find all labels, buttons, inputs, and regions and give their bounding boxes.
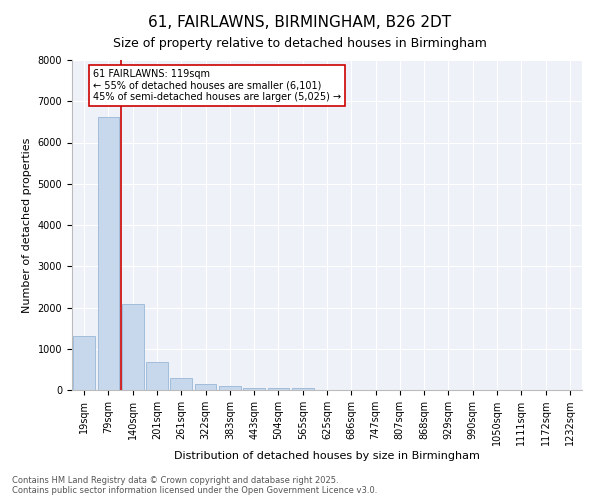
- Text: Contains HM Land Registry data © Crown copyright and database right 2025.
Contai: Contains HM Land Registry data © Crown c…: [12, 476, 377, 495]
- Bar: [73, 336, 95, 390]
- Text: 61 FAIRLAWNS: 119sqm
← 55% of detached houses are smaller (6,101)
45% of semi-de: 61 FAIRLAWNS: 119sqm ← 55% of detached h…: [92, 69, 341, 102]
- Bar: [219, 386, 241, 390]
- Bar: [194, 384, 217, 390]
- Bar: [97, 117, 119, 390]
- Y-axis label: Number of detached properties: Number of detached properties: [22, 138, 32, 312]
- Text: 61, FAIRLAWNS, BIRMINGHAM, B26 2DT: 61, FAIRLAWNS, BIRMINGHAM, B26 2DT: [148, 15, 452, 30]
- Bar: [292, 388, 314, 390]
- Bar: [170, 378, 192, 390]
- Bar: [146, 362, 168, 390]
- Text: Size of property relative to detached houses in Birmingham: Size of property relative to detached ho…: [113, 38, 487, 51]
- Bar: [268, 388, 289, 390]
- Bar: [243, 388, 265, 390]
- X-axis label: Distribution of detached houses by size in Birmingham: Distribution of detached houses by size …: [174, 451, 480, 461]
- Bar: [122, 304, 143, 390]
